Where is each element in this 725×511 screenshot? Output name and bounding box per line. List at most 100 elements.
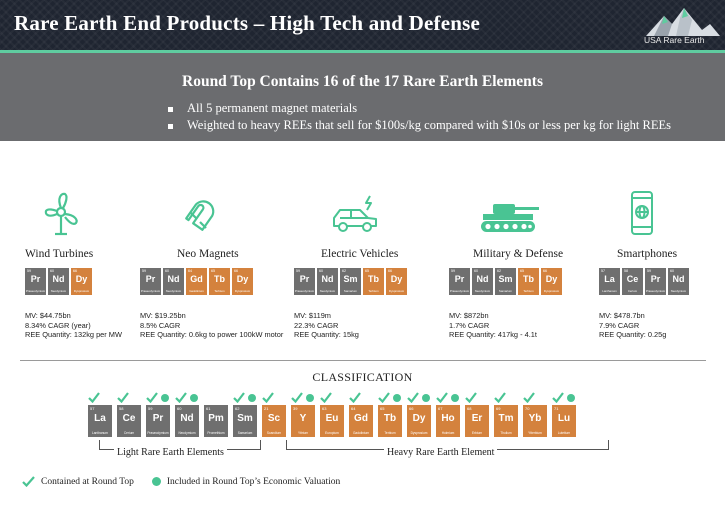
classification-mark	[88, 392, 112, 404]
check-icon	[233, 392, 245, 403]
logo-text: USA Rare Earth	[644, 35, 705, 45]
element-tile: 57 La Lanthanum	[599, 268, 620, 295]
wind-turbine-icon	[44, 192, 78, 236]
element-tile: 60 Nd Neodymium	[317, 268, 338, 295]
dot-icon	[190, 394, 198, 402]
product-stats: MV: $19.25bn 8.5% CAGR REE Quantity: 0.6…	[140, 311, 284, 340]
light-ree-label: Light Rare Earth Elements	[114, 447, 227, 458]
check-icon	[349, 392, 361, 403]
banner-bullets: All 5 permanent magnet materials Weighte…	[168, 100, 671, 134]
check-icon	[22, 476, 35, 487]
summary-banner: Round Top Contains 16 of the 17 Rare Ear…	[0, 53, 725, 141]
element-tiles: 57 La Lanthanum 58 Ce Cerium 59 Pr Praseodymiu…	[599, 268, 689, 295]
product-name: Neo Magnets	[177, 248, 239, 260]
check-icon	[175, 392, 187, 403]
element-tile: 60 Nd Neodymium	[472, 268, 493, 295]
classification-tile-sm: 62 Sm Samarium	[233, 405, 257, 437]
classification-tile-gd: 64 Gd Gadolinium	[349, 405, 373, 437]
classification-tile-pm: 61 Pm Promethium	[204, 405, 228, 437]
classification-mark	[262, 392, 286, 404]
element-tile: 59 Pr Praseodymium	[140, 268, 161, 295]
element-tile: 59 Pr Praseodymium	[25, 268, 46, 295]
element-tiles: 59 Pr Praseodymium 60 Nd Neodymium 62 Sm Samar…	[294, 268, 407, 295]
magnet-icon	[185, 200, 215, 231]
classification-mark	[175, 392, 199, 404]
classification-tile-yb: 70 Yb Ytterbium	[523, 405, 547, 437]
element-tile: 60 Nd Neodymium	[163, 268, 184, 295]
classification-mark	[436, 392, 460, 404]
classification-tile-la: 57 La Lanthanum	[88, 405, 112, 437]
bullet-square-icon	[168, 106, 173, 112]
element-tile: 60 Nd Neodymium	[48, 268, 69, 295]
classification-mark	[233, 392, 257, 404]
element-tile: 64 Gd Gadolinium	[186, 268, 207, 295]
banner-bullet: Weighted to heavy REEs that sell for $10…	[168, 117, 671, 134]
classification-tile-pr: 59 Pr Praseodymium	[146, 405, 170, 437]
dot-icon	[422, 394, 430, 402]
element-tile: 60 Nd Neodymium	[668, 268, 689, 295]
classification-tiles: 57 La Lanthanum 58 Ce Cerium 59 Pr Praseodymium 6…	[88, 405, 576, 437]
product-name: Military & Defense	[473, 248, 564, 260]
heavy-ree-label: Heavy Rare Earth Element	[384, 447, 498, 458]
classification-tile-eu: 63 Eu Europium	[320, 405, 344, 437]
smartphone-icon	[631, 191, 653, 235]
check-icon	[407, 392, 419, 403]
element-tile: 59 Pr Praseodymium	[645, 268, 666, 295]
element-tiles: 59 Pr Praseodymium 60 Nd Neodymium 64 Gd Gadol…	[140, 268, 253, 295]
banner-heading: Round Top Contains 16 of the 17 Rare Ear…	[182, 73, 543, 90]
element-tile: 66 Dy Dysprosium	[232, 268, 253, 295]
title-bar: Rare Earth End Products – High Tech and …	[0, 0, 725, 50]
electric-vehicle-icon	[333, 195, 377, 232]
product-name: Smartphones	[617, 248, 678, 260]
legend-item-contained: Contained at Round Top	[22, 476, 134, 487]
classification-mark	[117, 392, 141, 404]
element-tile: 62 Sm Samarium	[340, 268, 361, 295]
dot-icon	[451, 394, 459, 402]
classification-mark	[204, 392, 228, 404]
dot-icon	[393, 394, 401, 402]
classification-mark	[552, 392, 576, 404]
element-tile: 58 Ce Cerium	[622, 268, 643, 295]
dot-icon	[567, 394, 575, 402]
tank-icon	[481, 204, 539, 232]
dot-icon	[151, 477, 161, 486]
classification-tile-er: 68 Er Erbium	[465, 405, 489, 437]
bullet-square-icon	[168, 123, 173, 129]
check-icon	[117, 392, 129, 403]
mountain-logo-icon	[646, 8, 720, 36]
classification-tile-tm: 69 Tm Thulium	[494, 405, 518, 437]
check-icon	[494, 392, 506, 403]
classification-tile-y: 39 Y Yttrium	[291, 405, 315, 437]
classification-mark	[407, 392, 431, 404]
element-tile: 66 Dy Dysprosium	[541, 268, 562, 295]
element-tile: 65 Tb Terbium	[363, 268, 384, 295]
legend: Contained at Round Top Included in Round…	[22, 476, 358, 487]
element-tile: 66 Dy Dysprosium	[386, 268, 407, 295]
check-icon	[378, 392, 390, 403]
section-divider	[20, 360, 706, 361]
classification-tile-ho: 67 Ho Holmium	[436, 405, 460, 437]
element-tiles: 59 Pr Praseodymium 60 Nd Neodymium 66 Dy Dyspr…	[25, 268, 92, 295]
classification-mark	[378, 392, 402, 404]
classification-mark	[291, 392, 315, 404]
dot-icon	[161, 394, 169, 402]
element-tile: 66 Dy Dysprosium	[71, 268, 92, 295]
product-stats: MV: $478.7bn 7.9% CAGR REE Quantity: 0.2…	[599, 311, 667, 340]
element-tiles: 59 Pr Praseodymium 60 Nd Neodymium 62 Sm Samar…	[449, 268, 562, 295]
legend-item-included: Included in Round Top’s Economic Valuati…	[151, 477, 340, 487]
classification-tile-sc: 21 Sc Scandium	[262, 405, 286, 437]
check-icon	[552, 392, 564, 403]
element-tile: 59 Pr Praseodymium	[449, 268, 470, 295]
dot-icon	[248, 394, 256, 402]
element-tile: 62 Sm Samarium	[495, 268, 516, 295]
classification-marks	[88, 392, 576, 404]
classification-mark	[465, 392, 489, 404]
classification-title: CLASSIFICATION	[312, 370, 413, 384]
product-stats: MV: $872bn 1.7% CAGR REE Quantity: 417kg…	[449, 311, 537, 340]
classification-tile-dy: 66 Dy Dysprosium	[407, 405, 431, 437]
check-icon	[88, 392, 100, 403]
check-icon	[465, 392, 477, 403]
classification-mark	[523, 392, 547, 404]
product-stats: MV: $119m 22.3% CAGR REE Quantity: 15kg	[294, 311, 359, 340]
classification-tile-nd: 60 Nd Neodymium	[175, 405, 199, 437]
